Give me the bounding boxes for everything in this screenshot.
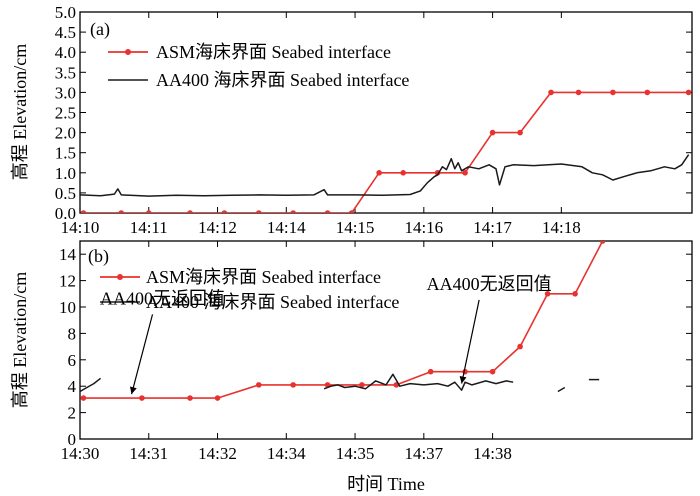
asm-data-point <box>118 210 125 213</box>
asm-data-point <box>145 210 152 213</box>
asm-data-point <box>255 210 262 213</box>
asm-data-point <box>517 343 523 350</box>
legend-a-asm-label: ASM海床界面 Seabed interface <box>156 42 391 62</box>
panel-a-label: (a) <box>90 19 110 40</box>
asm-series-line <box>83 91 689 213</box>
x-tick-label: 14:11 <box>130 218 168 237</box>
annotation-arrow <box>461 299 480 384</box>
asm-data-point <box>187 210 193 213</box>
y-tick-label: 2.5 <box>55 104 76 123</box>
annotation-arrowhead <box>129 386 137 395</box>
asm-data-point <box>187 395 193 401</box>
y-tick-label: 4 <box>68 377 77 396</box>
x-tick-label: 14:15 <box>336 218 375 237</box>
x-tick-label: 14:12 <box>198 218 237 237</box>
asm-data-point <box>572 291 578 297</box>
x-tick-label: 14:14 <box>267 218 306 237</box>
asm-data-point <box>139 395 145 401</box>
asm-data-point <box>599 241 606 244</box>
no-return-annotation: AA400无返回值 <box>100 288 225 308</box>
y-tick-label: 1.5 <box>55 144 76 163</box>
asm-data-point <box>517 129 523 136</box>
annotation-arrowhead <box>459 375 467 384</box>
x-tick-label: 14:32 <box>198 444 237 463</box>
asm-data-point <box>610 89 616 96</box>
panel-b-label: (b) <box>88 246 109 267</box>
y-tick-label: 1.0 <box>55 164 76 183</box>
y-tick-label: 4.0 <box>55 43 76 62</box>
x-tick-label: 14:35 <box>336 444 375 463</box>
aa400-series-line <box>557 386 566 393</box>
y-tick-label: 5.0 <box>55 3 76 22</box>
panel-a: 0.00.51.01.52.02.5 3.03.54.04.55.0 14:10 1… <box>55 3 693 237</box>
y-tick-label: 10 <box>59 298 76 317</box>
y-axis-label-b: 高程 Elevation/cm <box>10 272 30 408</box>
asm-data-point <box>575 89 582 96</box>
asm-data-point <box>644 89 651 96</box>
x-tick-label: 14:30 <box>61 444 100 463</box>
x-tick-label: 14:16 <box>404 218 443 237</box>
aa400-series-line <box>323 373 514 391</box>
no-return-annotation: AA400无返回值 <box>427 274 552 294</box>
asm-data-point <box>80 395 87 401</box>
legend-b-aa400-label: AA400 海床界面 Seabed interface <box>146 292 399 312</box>
asm-data-point <box>359 382 365 388</box>
asm-data-point <box>489 368 496 375</box>
asm-data-point <box>324 210 331 213</box>
x-tick-label: 14:37 <box>404 444 443 463</box>
panel-b-frame <box>79 240 693 440</box>
x-tick-label: 14:18 <box>542 218 581 237</box>
asm-data-point <box>290 210 296 213</box>
asm-data-point <box>348 210 355 213</box>
y-tick-label: 4.5 <box>55 23 76 42</box>
asm-data-point <box>548 89 554 96</box>
asm-data-point <box>544 291 551 297</box>
y-axis-label-a: 高程 Elevation/cm <box>10 44 30 180</box>
x-axis-label: 时间 Time <box>347 474 425 494</box>
legend-b-asm-marker <box>117 274 123 280</box>
asm-data-point <box>685 89 692 96</box>
y-tick-label: 2 <box>68 404 77 423</box>
asm-data-point <box>290 382 296 388</box>
annotation-arrow <box>130 314 154 395</box>
y-tick-label: 0.0 <box>55 204 76 223</box>
y-tick-label: 3.0 <box>55 83 76 102</box>
asm-data-point <box>462 170 468 176</box>
panel-b: 0 2 4 6 8 10 12 14 14:30 14:31 14:32 14:34 14:35 14:… <box>59 240 693 463</box>
y-tick-label: 3.5 <box>55 63 76 82</box>
y-tick-label: 14 <box>59 245 77 264</box>
asm-data-point <box>255 382 262 388</box>
x-tick-label: 14:10 <box>61 218 100 237</box>
legend-b: ASM海床界面 Seabed interface AA400 海床界面 Seab… <box>100 267 399 312</box>
legend-b-asm-label: ASM海床界面 Seabed interface <box>146 267 381 287</box>
y-tick-label: 6 <box>68 351 77 370</box>
y-tick-label: 12 <box>59 272 76 291</box>
x-tick-label: 14:17 <box>473 218 512 237</box>
y-tick-label: 0.5 <box>55 184 76 203</box>
legend-a: ASM海床界面 Seabed interface AA400 海床界面 Seab… <box>108 42 409 90</box>
legend-a-aa400-label: AA400 海床界面 Seabed interface <box>156 70 409 90</box>
x-tick-label: 14:38 <box>473 444 512 463</box>
asm-data-point <box>214 395 221 401</box>
y-tick-label: 8 <box>68 324 77 343</box>
asm-data-point <box>400 170 406 176</box>
x-tick-label: 14:31 <box>129 444 168 463</box>
asm-series-line <box>83 241 604 399</box>
y-tick-label: 2.0 <box>55 124 76 143</box>
x-tick-label: 14:34 <box>267 444 306 463</box>
asm-data-point <box>489 129 496 136</box>
asm-data-point <box>80 210 87 213</box>
asm-data-point <box>427 368 434 375</box>
legend-a-asm-marker <box>125 49 131 55</box>
aa400-series-line <box>80 154 690 197</box>
y-tick-label: 0 <box>68 430 77 449</box>
asm-data-point <box>221 210 228 213</box>
asm-data-point <box>376 170 382 176</box>
aa400-series-line <box>80 377 102 393</box>
